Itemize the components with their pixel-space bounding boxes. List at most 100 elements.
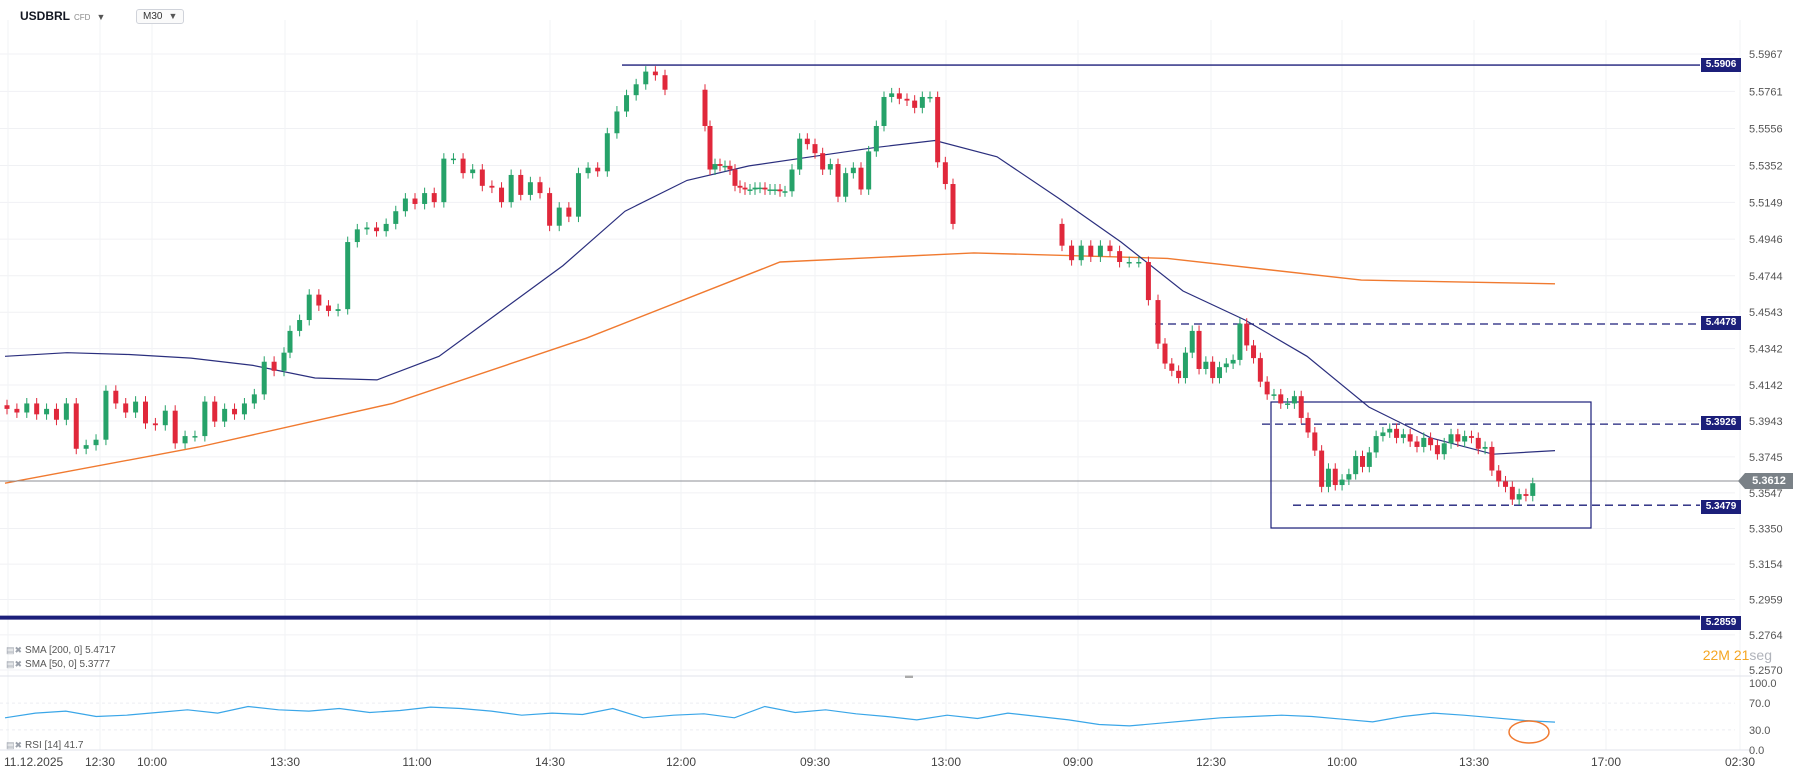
candle <box>752 187 758 190</box>
candle <box>460 158 466 174</box>
candle <box>1136 261 1142 264</box>
candle <box>547 193 553 226</box>
level-label[interactable]: 5.3479 <box>1701 500 1741 514</box>
symbol-selector[interactable]: USDBRL CFD ▼ <box>20 9 105 23</box>
y-tick-label: 5.5761 <box>1749 86 1783 98</box>
candle <box>271 361 277 371</box>
rsi-line <box>4 705 1556 727</box>
symbol-tag: CFD <box>74 13 91 22</box>
candle <box>843 173 849 197</box>
candle <box>1182 352 1188 379</box>
candle <box>518 174 524 195</box>
candle <box>1462 436 1468 442</box>
rsi-tick-label: 70.0 <box>1749 698 1770 710</box>
candle <box>797 138 803 170</box>
candle <box>1434 445 1440 455</box>
candle <box>192 436 198 438</box>
x-tick-label: 17:00 <box>1591 755 1621 769</box>
countdown-min-unit: M <box>1718 647 1730 663</box>
candle <box>1516 494 1522 500</box>
candle <box>1360 456 1365 467</box>
candle <box>772 189 778 191</box>
candle <box>873 125 879 152</box>
x-tick-label: 10:00 <box>1327 755 1357 769</box>
y-tick-label: 5.4342 <box>1749 344 1783 356</box>
candle <box>1332 468 1338 486</box>
candle <box>1162 343 1168 364</box>
settings-icon[interactable]: ▤✖ <box>6 740 23 750</box>
candle <box>1223 363 1229 368</box>
level-label[interactable]: 5.2859 <box>1701 616 1741 630</box>
candle <box>1482 446 1488 449</box>
candle <box>896 93 902 99</box>
candle <box>335 309 341 311</box>
candle <box>777 189 783 192</box>
candle <box>1169 363 1175 371</box>
y-tick-label: 5.5556 <box>1749 124 1783 136</box>
consolidation-box <box>1270 401 1592 529</box>
rsi-pane: 100.0 70.0 30.0 0.0 <box>0 678 1777 757</box>
y-tick-label: 5.4946 <box>1749 234 1783 246</box>
candle <box>633 84 639 96</box>
candle <box>804 138 810 145</box>
rsi-tick-label: 30.0 <box>1749 725 1770 737</box>
candle <box>942 162 948 185</box>
candle <box>172 410 178 444</box>
settings-icon[interactable]: ▤✖ <box>6 645 23 655</box>
candle <box>1285 403 1291 405</box>
candles <box>4 66 1536 505</box>
pane-resize-handle[interactable]: ▬ <box>905 671 913 680</box>
candle <box>614 111 620 134</box>
candle <box>345 242 351 310</box>
timeframe-label: M30 <box>143 11 163 22</box>
y-tick-label: 5.5967 <box>1749 49 1783 61</box>
candle <box>1107 245 1113 252</box>
candle <box>789 169 795 192</box>
candle <box>212 401 218 422</box>
candle <box>1271 394 1277 396</box>
candle <box>858 167 864 190</box>
sma50-legend[interactable]: ▤✖ SMA [50, 0] 5.3777 <box>6 659 110 670</box>
candle <box>1145 261 1151 301</box>
candle <box>103 390 109 440</box>
candle <box>919 96 925 108</box>
candle <box>1097 245 1103 257</box>
timeframe-selector[interactable]: M30 ▼ <box>136 9 185 24</box>
chevron-down-icon: ▼ <box>168 11 178 21</box>
candle <box>1353 456 1359 475</box>
candle <box>1078 245 1084 261</box>
candle <box>1126 261 1132 264</box>
settings-icon[interactable]: ▤✖ <box>6 659 23 669</box>
candle <box>827 164 833 170</box>
candle <box>1441 443 1447 455</box>
candle <box>1189 330 1195 353</box>
candle <box>306 294 312 321</box>
candle <box>782 191 788 193</box>
candle <box>123 403 129 413</box>
level-label[interactable]: 5.4478 <box>1701 316 1741 330</box>
candle <box>44 408 50 415</box>
sma200-legend[interactable]: ▤✖ SMA [200, 0] 5.4717 <box>6 645 116 656</box>
candle <box>722 165 728 168</box>
countdown-minutes: 22 <box>1702 647 1719 663</box>
x-tick-label: 13:00 <box>931 755 961 769</box>
candle <box>624 95 630 112</box>
candle <box>73 403 79 449</box>
candle <box>566 207 572 217</box>
candle <box>1489 446 1495 471</box>
candle <box>950 184 956 224</box>
candle <box>1394 428 1400 438</box>
grid <box>0 20 1741 750</box>
candle <box>556 207 562 226</box>
candle <box>202 401 208 437</box>
candle <box>881 96 887 126</box>
rsi-highlight-circle <box>1508 720 1550 744</box>
rsi-legend[interactable]: ▤✖ RSI [14] 41.7 <box>6 740 83 751</box>
candle <box>1312 432 1318 451</box>
x-tick-label: 12:30 <box>85 755 115 769</box>
x-tick-label: 10:00 <box>137 755 167 769</box>
level-label[interactable]: 5.3926 <box>1701 416 1741 430</box>
y-tick-label: 5.3547 <box>1749 488 1783 500</box>
level-label[interactable]: 5.5906 <box>1701 58 1741 72</box>
